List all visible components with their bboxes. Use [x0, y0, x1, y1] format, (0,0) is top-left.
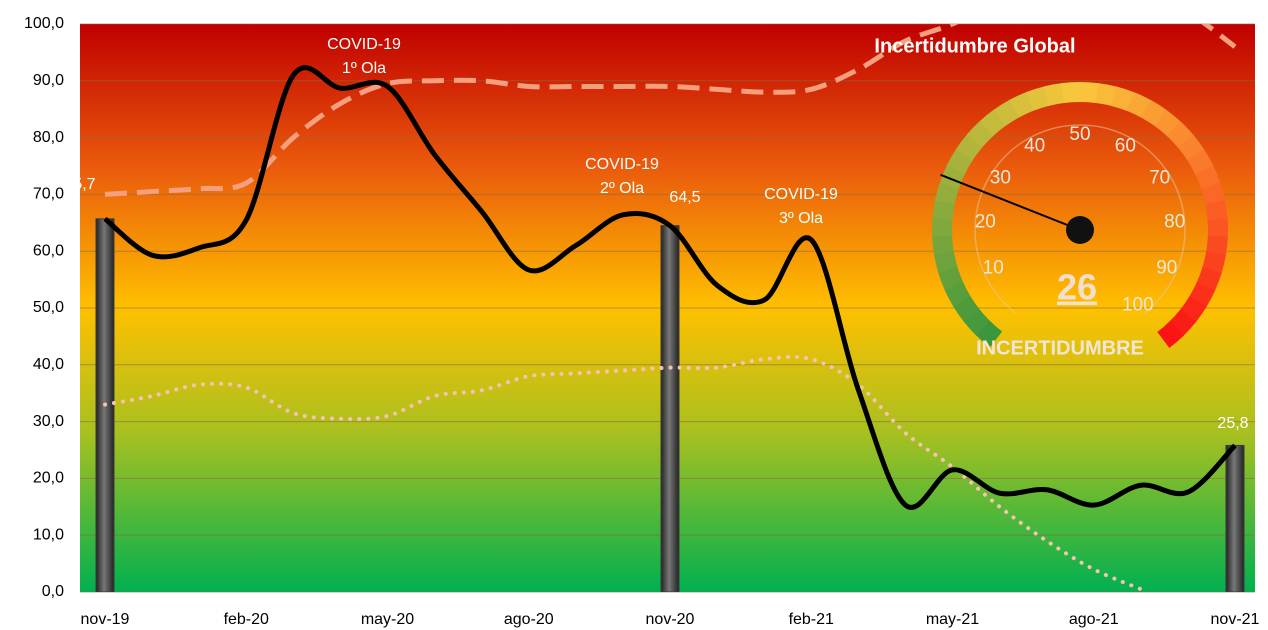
gauge-tick-label: 20	[975, 212, 996, 233]
gauge-arc	[979, 109, 1007, 137]
gauge-needle	[940, 173, 1081, 231]
y-tick-label: 30,0	[33, 413, 64, 430]
y-tick-label: 10,0	[33, 526, 64, 543]
gauge-arc	[1026, 86, 1050, 111]
y-tick-label: 0,0	[42, 583, 64, 600]
gauge-rim	[974, 124, 1186, 314]
annotation: 1º Ola	[342, 60, 386, 77]
annotation: COVID-19	[764, 186, 838, 203]
gauge-arc	[1061, 82, 1081, 104]
gauge-arc	[939, 164, 966, 189]
bar	[1225, 444, 1245, 592]
x-tick-label: may-21	[926, 611, 979, 628]
gauge-value: 26	[1057, 267, 1097, 308]
gauge-arc	[1187, 149, 1214, 175]
gauge-arc	[932, 199, 955, 221]
y-tick-label: 100,0	[24, 15, 64, 32]
x-tick-label: feb-21	[789, 611, 834, 628]
x-tick-label: may-20	[361, 611, 414, 628]
gauge-arc	[955, 133, 983, 161]
gauge-arc	[1126, 92, 1152, 118]
chart-title: Incertidumbre Global	[874, 35, 1075, 57]
gauge-tick-label: 50	[1069, 124, 1090, 145]
gauge-arc	[935, 181, 960, 205]
x-tick-label: feb-20	[224, 611, 269, 628]
gauge-arc	[944, 281, 971, 307]
line-series	[103, 65, 1237, 510]
y-tick-label: 60,0	[33, 242, 64, 259]
gauge-arc	[952, 295, 980, 322]
gauge-tick-label: 100	[1122, 294, 1154, 315]
gauge-arc	[1166, 121, 1194, 149]
bar	[660, 225, 680, 592]
gauge-arc	[1189, 281, 1216, 308]
gauge-arc	[1205, 235, 1228, 256]
gauge-arc	[938, 266, 964, 291]
line-series	[104, 24, 1237, 197]
gauge-label: INCERTIDUMBRE	[976, 337, 1144, 359]
y-tick-label: 50,0	[33, 299, 64, 316]
gauge-arc	[963, 308, 991, 336]
annotation: 3º Ola	[779, 210, 823, 227]
x-tick-label: nov-21	[1211, 611, 1260, 628]
gauge-tick-label: 70	[1149, 167, 1170, 188]
gauge-tick-label: 10	[983, 258, 1004, 279]
data-label: 65,7	[64, 176, 95, 193]
line-series	[103, 354, 1143, 592]
gauge-arc	[1205, 200, 1228, 221]
gauge-arc	[1111, 86, 1135, 112]
gauge-arc	[1201, 182, 1226, 206]
gauge-arc	[1079, 82, 1100, 104]
y-tick-label: 20,0	[33, 470, 64, 487]
gauge-arc	[993, 99, 1020, 127]
gauge-tick-label: 30	[990, 167, 1011, 188]
annotation: 2º Ola	[600, 180, 644, 197]
x-tick-label: nov-19	[81, 611, 130, 628]
gauge-tick-label: 90	[1156, 258, 1177, 279]
gauge-arc	[1095, 83, 1118, 107]
annotation: COVID-19	[585, 156, 659, 173]
gauge-arc	[1179, 296, 1207, 323]
y-tick-label: 70,0	[33, 186, 64, 203]
x-tick-label: nov-20	[646, 611, 695, 628]
gauge-arc	[1196, 267, 1222, 292]
gauge-arc	[1009, 91, 1035, 118]
gauge-tick-label: 60	[1115, 136, 1136, 157]
gauge-hub	[1066, 216, 1094, 244]
gauge-arc	[933, 250, 958, 273]
gauge-arc	[1177, 134, 1205, 162]
x-tick-label: ago-20	[504, 611, 554, 628]
x-tick-label: ago-21	[1069, 611, 1119, 628]
gauge-arc	[1157, 320, 1184, 348]
gauge-arc	[1202, 251, 1226, 274]
data-label: 64,5	[669, 189, 700, 206]
y-tick-label: 80,0	[33, 129, 64, 146]
y-tick-label: 40,0	[33, 356, 64, 373]
y-tick-label: 90,0	[33, 72, 64, 89]
gauge-arc	[1169, 309, 1197, 336]
annotation: COVID-19	[327, 36, 401, 53]
gauge-tick-label: 40	[1024, 136, 1045, 157]
gauge-arc	[1195, 165, 1221, 190]
gauge-arc	[1154, 109, 1182, 137]
gauge-arc	[1043, 83, 1066, 106]
gauge-arc	[946, 148, 974, 175]
gauge-tick-label: 80	[1164, 212, 1185, 233]
data-label: 25,8	[1217, 415, 1248, 432]
gauge-arc	[966, 120, 994, 148]
gauge-arc	[1140, 99, 1167, 127]
gauge-arc	[932, 234, 954, 256]
